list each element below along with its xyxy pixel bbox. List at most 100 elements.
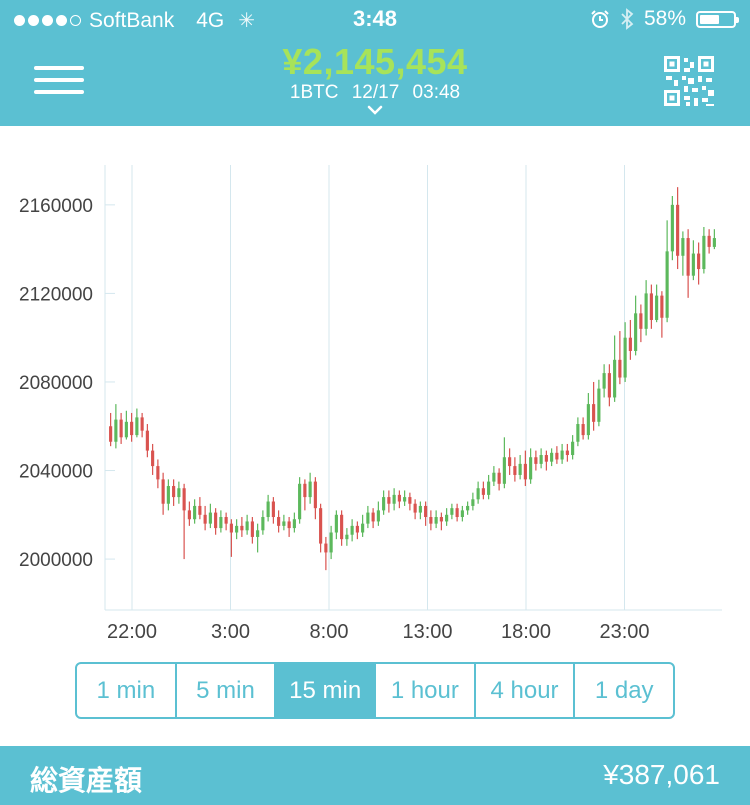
candle bbox=[340, 510, 344, 546]
x-tick-label: 22:00 bbox=[107, 621, 157, 643]
candle bbox=[172, 479, 176, 506]
candle bbox=[529, 448, 533, 484]
candle bbox=[392, 488, 396, 511]
battery-icon bbox=[696, 10, 739, 28]
candle bbox=[660, 291, 664, 338]
candle bbox=[450, 503, 454, 520]
candle bbox=[487, 474, 491, 500]
x-tick-label: 3:00 bbox=[211, 621, 250, 643]
qr-code-icon[interactable] bbox=[664, 56, 714, 106]
candle bbox=[702, 226, 706, 274]
candle bbox=[691, 240, 695, 281]
candle bbox=[513, 457, 517, 482]
candle bbox=[371, 508, 375, 529]
price-datetime: 12/17 03:48 bbox=[351, 82, 461, 103]
timeframe-tab[interactable]: 1 hour bbox=[374, 664, 474, 717]
candle bbox=[382, 490, 386, 515]
candle bbox=[256, 523, 260, 553]
candle bbox=[361, 514, 365, 537]
candle bbox=[555, 446, 559, 464]
timeframe-selector: 1 min 5 min 15 min 1 hour 4 hour 1 day bbox=[75, 662, 675, 719]
candle bbox=[187, 501, 191, 526]
candle bbox=[119, 412, 123, 444]
app-header: SoftBank 4G ✳ 3:48 58% ¥2,145,454 1BTC bbox=[0, 0, 750, 126]
timeframe-tab[interactable]: 4 hour bbox=[473, 664, 574, 717]
candle bbox=[466, 501, 470, 515]
candle bbox=[355, 521, 359, 540]
candle bbox=[151, 443, 155, 475]
candle bbox=[387, 490, 391, 513]
candle bbox=[607, 364, 611, 407]
candle bbox=[544, 450, 548, 471]
candle bbox=[623, 322, 627, 382]
candle bbox=[235, 519, 239, 540]
candle bbox=[366, 505, 370, 529]
candle bbox=[114, 404, 118, 449]
status-bar: SoftBank 4G ✳ 3:48 58% bbox=[0, 0, 750, 38]
status-right: 58% bbox=[590, 7, 739, 31]
candle bbox=[581, 417, 585, 440]
x-tick-label: 23:00 bbox=[599, 621, 649, 643]
candle bbox=[460, 505, 464, 522]
candle bbox=[240, 517, 244, 537]
candle bbox=[345, 528, 349, 546]
candle bbox=[245, 514, 249, 535]
candle bbox=[592, 381, 596, 431]
candle bbox=[282, 514, 286, 531]
timeframe-tab[interactable]: 15 min bbox=[274, 664, 375, 717]
battery-percent: 58% bbox=[643, 7, 686, 30]
candle bbox=[397, 490, 401, 509]
timeframe-tab[interactable]: 1 min bbox=[96, 676, 156, 704]
total-assets-value: ¥387,061 bbox=[603, 759, 720, 790]
candle bbox=[224, 512, 228, 531]
candle bbox=[350, 519, 354, 542]
candle bbox=[639, 304, 643, 343]
candle bbox=[571, 435, 575, 460]
carrier-name: SoftBank bbox=[89, 8, 175, 32]
bluetooth-icon bbox=[621, 8, 634, 30]
price-chart[interactable]: 2000000 2040000 2080000 2120000 2160000 22:0… bbox=[0, 140, 750, 660]
candle bbox=[418, 501, 422, 520]
candle bbox=[203, 505, 207, 531]
price-subtitle[interactable]: 1BTC 12/17 03:48 bbox=[0, 82, 750, 104]
candle bbox=[497, 468, 501, 491]
candle bbox=[130, 412, 134, 442]
status-left: SoftBank 4G ✳ bbox=[14, 8, 255, 33]
candle bbox=[534, 450, 538, 471]
candle bbox=[376, 501, 380, 526]
candle bbox=[586, 393, 590, 440]
candle bbox=[298, 477, 302, 524]
timeframe-tab[interactable]: 1 day bbox=[573, 664, 673, 717]
candle bbox=[161, 472, 165, 515]
candle bbox=[576, 417, 580, 447]
candle bbox=[697, 242, 701, 285]
candle bbox=[445, 508, 449, 526]
candle bbox=[408, 492, 412, 511]
candle bbox=[686, 229, 690, 298]
candle bbox=[508, 448, 512, 475]
candle bbox=[403, 490, 407, 506]
candle bbox=[313, 477, 317, 520]
x-tick-label: 18:00 bbox=[501, 621, 551, 643]
total-assets-label: 総資産額 bbox=[30, 765, 143, 796]
candle bbox=[135, 408, 139, 438]
candle bbox=[628, 319, 632, 360]
candle bbox=[670, 195, 674, 261]
candle bbox=[166, 479, 170, 511]
y-tick-label: 2080000 bbox=[19, 373, 93, 394]
candle bbox=[145, 424, 149, 458]
chevron-down-icon[interactable] bbox=[366, 104, 384, 116]
candle bbox=[665, 220, 669, 323]
candle bbox=[271, 497, 275, 524]
candle bbox=[476, 481, 480, 504]
timeframe-tab[interactable]: 5 min bbox=[174, 664, 275, 717]
candle bbox=[277, 510, 281, 533]
candle bbox=[109, 412, 113, 447]
menu-icon[interactable] bbox=[34, 62, 84, 98]
network-type: 4G bbox=[196, 8, 225, 32]
candle bbox=[308, 472, 312, 504]
candle bbox=[439, 512, 443, 531]
candle bbox=[214, 508, 218, 535]
candle bbox=[502, 437, 506, 489]
candle bbox=[208, 503, 212, 529]
